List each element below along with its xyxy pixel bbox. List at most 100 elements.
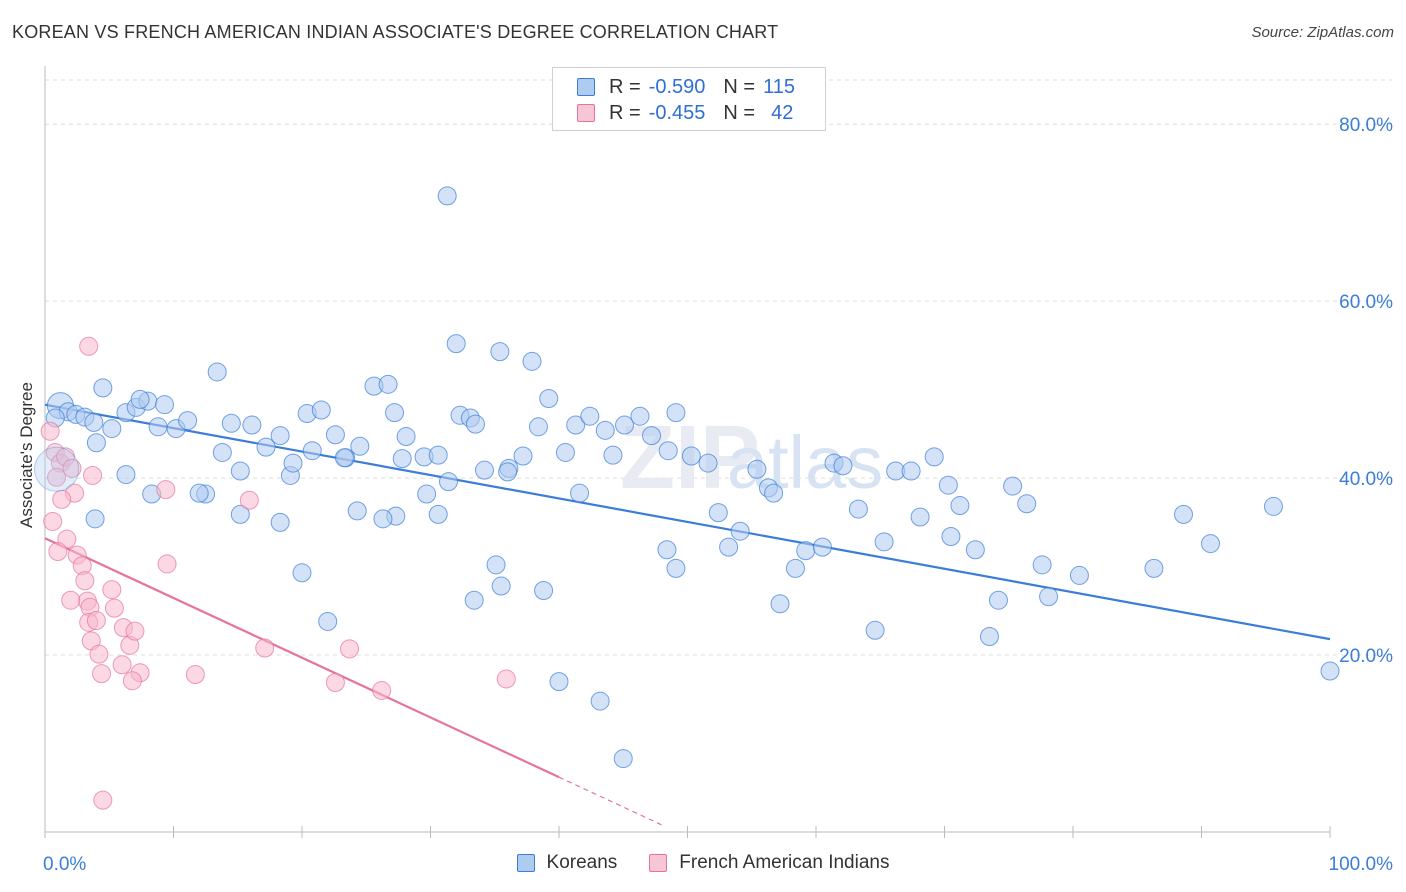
point-koreans xyxy=(486,555,506,575)
point-koreans xyxy=(615,415,635,435)
point-koreans xyxy=(490,342,510,362)
point-french-american-indians xyxy=(102,580,122,600)
point-french-american-indians xyxy=(47,467,67,487)
point-koreans xyxy=(189,483,209,503)
point-koreans xyxy=(708,503,728,523)
point-koreans xyxy=(1200,534,1220,554)
point-french-american-indians xyxy=(185,665,205,685)
point-koreans xyxy=(719,537,739,557)
point-koreans xyxy=(428,445,448,465)
legend-r-label: R = xyxy=(609,101,641,124)
point-koreans xyxy=(396,427,416,447)
legend-n-value: 42 xyxy=(771,101,794,124)
point-french-american-indians xyxy=(156,480,176,500)
series-legend: Koreans French American Indians xyxy=(0,852,1406,874)
point-koreans xyxy=(657,540,677,560)
point-koreans xyxy=(1032,555,1052,575)
point-koreans xyxy=(373,509,393,529)
point-koreans xyxy=(698,453,718,473)
legend-box: R = -0.590 N = 115 R = -0.455 N = 42 xyxy=(552,67,826,131)
y-tick-label: 20.0% xyxy=(1339,646,1393,667)
point-koreans xyxy=(498,462,518,482)
point-koreans xyxy=(230,461,250,481)
point-koreans xyxy=(965,540,985,560)
point-french-american-indians xyxy=(340,639,360,659)
point-koreans xyxy=(666,558,686,578)
point-koreans xyxy=(938,475,958,495)
point-koreans xyxy=(549,672,569,692)
point-koreans xyxy=(570,483,590,503)
point-koreans xyxy=(378,374,398,394)
y-tick-label: 80.0% xyxy=(1339,115,1393,136)
point-koreans xyxy=(924,447,944,467)
y-axis-label: Associate's Degree xyxy=(17,382,36,528)
point-koreans xyxy=(848,499,868,519)
point-koreans xyxy=(465,414,485,434)
point-koreans xyxy=(270,512,290,532)
point-koreans xyxy=(595,420,615,440)
point-koreans xyxy=(747,459,767,479)
x-tick-label: 0.0% xyxy=(43,854,86,875)
point-koreans xyxy=(796,541,816,561)
point-french-american-indians xyxy=(92,664,112,684)
point-koreans xyxy=(950,496,970,516)
trend-line-french-american-indians xyxy=(44,537,560,779)
point-french-american-indians xyxy=(89,644,109,664)
point-koreans xyxy=(491,576,511,596)
point-koreans xyxy=(86,433,106,453)
data-points xyxy=(34,186,1340,810)
point-koreans xyxy=(283,453,303,473)
point-koreans xyxy=(865,620,885,640)
point-koreans xyxy=(681,446,701,466)
point-koreans xyxy=(347,501,367,521)
point-koreans xyxy=(666,403,686,423)
point-french-american-indians xyxy=(75,571,95,591)
point-koreans xyxy=(566,415,586,435)
point-french-american-indians xyxy=(325,672,345,692)
point-koreans xyxy=(302,441,322,461)
point-koreans xyxy=(910,507,930,527)
legend-label-french-american-indians: French American Indians xyxy=(679,852,890,873)
y-tick-label: 60.0% xyxy=(1339,292,1393,313)
point-koreans xyxy=(1174,504,1194,524)
point-koreans xyxy=(1017,494,1037,514)
legend-swatch-pink xyxy=(577,104,595,122)
point-koreans xyxy=(979,626,999,646)
point-koreans xyxy=(770,594,790,614)
point-koreans xyxy=(417,484,437,504)
gridlines xyxy=(45,79,1392,656)
point-koreans xyxy=(603,445,623,465)
point-koreans xyxy=(580,406,600,426)
axes xyxy=(44,66,1331,838)
point-koreans xyxy=(148,417,168,437)
legend-r-value: -0.590 xyxy=(648,75,706,98)
point-koreans xyxy=(1144,558,1164,578)
point-koreans xyxy=(1003,476,1023,496)
legend-n-label: N = xyxy=(723,101,756,124)
legend-row-french-american-indians: R = -0.455 N = 42 xyxy=(577,100,793,126)
point-koreans xyxy=(311,400,331,420)
point-koreans xyxy=(350,436,370,456)
point-koreans xyxy=(256,437,276,457)
legend-item-koreans: Koreans xyxy=(516,852,617,874)
point-koreans xyxy=(116,465,136,485)
point-koreans xyxy=(513,446,533,466)
point-koreans xyxy=(446,334,466,354)
point-koreans xyxy=(230,504,250,524)
point-koreans xyxy=(812,537,832,557)
point-koreans xyxy=(988,590,1008,610)
point-french-american-indians xyxy=(112,655,132,675)
point-koreans xyxy=(102,419,122,439)
point-koreans xyxy=(874,532,894,552)
point-koreans xyxy=(270,426,290,446)
point-koreans xyxy=(590,691,610,711)
legend-n-label: N = xyxy=(723,75,756,98)
point-french-american-indians xyxy=(122,671,142,691)
point-koreans xyxy=(178,411,198,431)
point-koreans xyxy=(539,388,559,408)
legend-r-value: -0.455 xyxy=(648,101,706,124)
point-koreans xyxy=(438,472,458,492)
source-label: Source: ZipAtlas.com xyxy=(1251,24,1394,41)
point-koreans xyxy=(212,442,232,462)
